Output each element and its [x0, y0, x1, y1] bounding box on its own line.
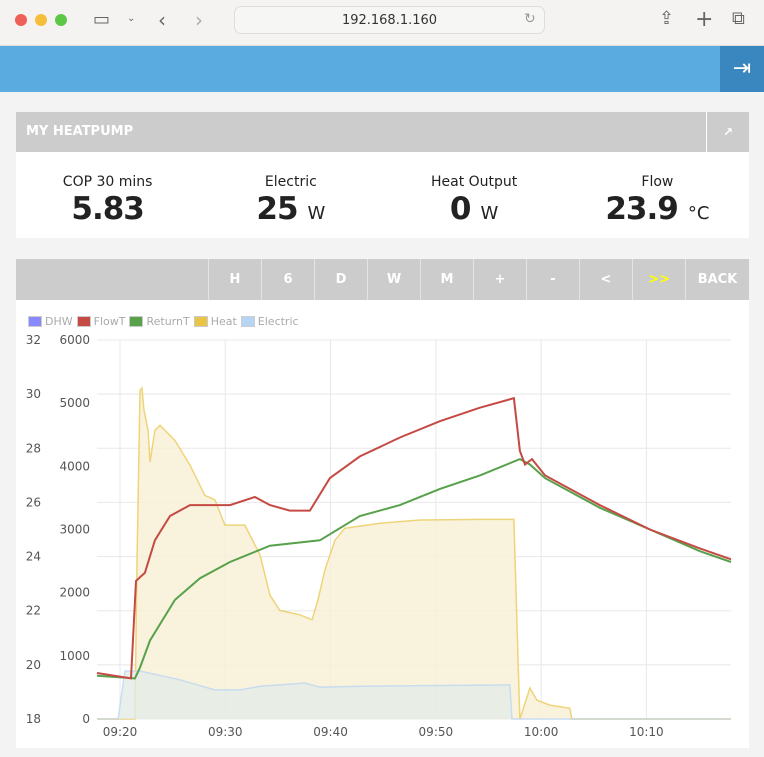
legend-swatch — [240, 316, 255, 327]
toolbar-button-8[interactable]: >> — [632, 259, 685, 300]
chart-legend: DHW FlowT ReturnT Heat Electric — [28, 315, 303, 328]
legend-label: DHW — [45, 315, 73, 328]
tabs-overview-icon[interactable]: ⧉ — [732, 8, 745, 29]
y-left-tick-label: 32 — [26, 333, 41, 347]
series-line-returnt — [96, 457, 732, 680]
toolbar-button-1[interactable]: 6 — [261, 259, 314, 300]
y-right-tick-label: 4000 — [59, 459, 90, 473]
stat-unit: W — [307, 203, 326, 224]
legend-swatch — [193, 316, 208, 327]
card-title: MY HEATPUMP — [26, 124, 134, 139]
y-right-tick-label: 3000 — [59, 523, 90, 537]
series-line-electric — [97, 670, 731, 720]
chart-panel: 18 20 22 24 26 28 30 32 0 1000 2000 3000 4000 5000 600… — [16, 300, 749, 748]
external-link-icon: ↗ — [722, 125, 734, 139]
stat-cop: COP 30 mins 5.83 — [16, 152, 199, 238]
y-left-tick-label: 22 — [26, 604, 41, 618]
open-external-button[interactable]: ↗ — [706, 112, 749, 152]
x-tick-label: 09:50 — [419, 725, 454, 739]
stat-heat-output: Heat Output 0 W — [383, 152, 566, 238]
stat-value: 23.9 — [605, 191, 678, 227]
url-text: 192.168.1.160 — [341, 13, 438, 28]
y-left-tick-label: 26 — [26, 495, 41, 509]
maximize-window-button[interactable] — [55, 14, 67, 26]
y-right-tick-label: 6000 — [59, 333, 90, 347]
stat-value: 0 — [449, 191, 472, 227]
close-window-button[interactable] — [15, 14, 27, 26]
stat-value: 25 — [256, 191, 298, 227]
card-header: MY HEATPUMP ↗ — [16, 112, 749, 152]
new-tab-icon[interactable]: + — [695, 7, 714, 32]
toolbar-button-9[interactable]: BACK — [685, 259, 749, 300]
toolbar-button-2[interactable]: D — [314, 259, 367, 300]
stat-electric: Electric 25 W — [199, 152, 382, 238]
y-left-tick-label: 30 — [26, 387, 41, 401]
legend-swatch — [28, 316, 42, 327]
chart-svg: 18 20 22 24 26 28 30 32 0 1000 2000 3000 4000 5000 600… — [26, 333, 732, 739]
logout-button[interactable]: ⇥ — [720, 46, 764, 92]
legend-item[interactable]: ReturnT — [129, 315, 190, 328]
share-icon[interactable]: ⇪ — [659, 8, 675, 29]
series-area-heat — [97, 388, 731, 719]
stats-panel: COP 30 mins 5.83 Electric 25 W Heat Output 0… — [16, 152, 749, 238]
toolbar-button-0[interactable]: H — [208, 259, 261, 300]
stat-value: 5.83 — [71, 191, 144, 227]
toolbar-button-6[interactable]: - — [526, 259, 579, 300]
y-right-tick-label: 2000 — [59, 586, 90, 600]
browser-toolbar: ▭ ⌄ ‹ › 192.168.1.160 ↻ ⇪ + ⧉ — [0, 0, 764, 46]
time-range-toolbar: H 6 D W M + - < >> BACK — [16, 259, 749, 300]
stat-unit: °C — [687, 203, 710, 224]
legend-swatch — [76, 316, 91, 327]
y-right-tick-label: 1000 — [59, 649, 90, 663]
toolbar-button-7[interactable]: < — [579, 259, 632, 300]
series-line-flowt — [96, 396, 732, 680]
legend-item[interactable]: FlowT — [76, 315, 126, 328]
y-left-tick-label: 24 — [26, 550, 41, 564]
toolbar-button-3[interactable]: W — [367, 259, 420, 300]
legend-item[interactable]: Heat — [193, 315, 237, 328]
back-icon[interactable]: ‹ — [158, 8, 166, 32]
sidebar-icon[interactable]: ▭ — [93, 9, 111, 30]
stat-label: Electric — [264, 174, 317, 190]
x-tick-label: 09:40 — [313, 725, 348, 739]
legend-label: Electric — [257, 315, 299, 328]
reload-icon[interactable]: ↻ — [524, 11, 536, 27]
legend-item[interactable]: DHW — [28, 315, 73, 328]
chevron-down-icon[interactable]: ⌄ — [127, 13, 136, 24]
stat-flow: Flow 23.9 °C — [566, 152, 749, 238]
legend-label: FlowT — [93, 315, 126, 328]
x-tick-label: 10:10 — [629, 725, 664, 739]
logout-icon: ⇥ — [732, 56, 752, 81]
y-right-tick-label: 0 — [82, 712, 90, 726]
legend-item[interactable]: Electric — [240, 315, 299, 328]
legend-label: Heat — [210, 315, 237, 328]
x-tick-label: 09:30 — [208, 725, 243, 739]
address-bar[interactable]: 192.168.1.160 — [234, 6, 545, 34]
minimize-window-button[interactable] — [35, 14, 47, 26]
toolbar-button-5[interactable]: + — [473, 259, 526, 300]
toolbar-button-4[interactable]: M — [420, 259, 473, 300]
stat-label: Heat Output — [430, 174, 518, 190]
y-left-tick-label: 20 — [26, 658, 41, 672]
series-area-electric — [97, 671, 731, 719]
legend-label: ReturnT — [146, 315, 190, 328]
app-header: ⇥ — [0, 46, 764, 92]
stat-label: Flow — [641, 174, 674, 190]
y-right-tick-label: 5000 — [59, 396, 90, 410]
x-tick-label: 09:20 — [103, 725, 138, 739]
y-left-tick-label: 28 — [26, 441, 41, 455]
stat-unit: W — [480, 203, 499, 224]
forward-icon[interactable]: › — [195, 8, 203, 32]
x-tick-label: 10:00 — [524, 725, 559, 739]
y-left-tick-label: 18 — [26, 712, 41, 726]
legend-swatch — [129, 316, 144, 327]
stat-label: COP 30 mins — [62, 174, 153, 190]
